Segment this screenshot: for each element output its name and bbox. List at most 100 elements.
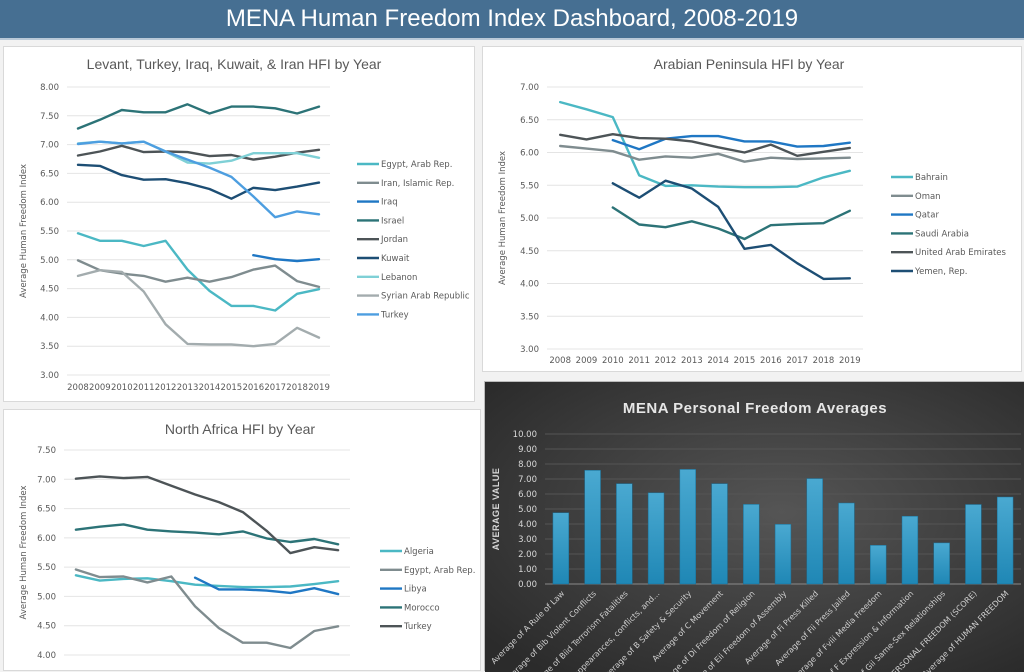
x-tick-label: 2019 bbox=[308, 383, 330, 393]
y-tick-label: 6.00 bbox=[37, 534, 56, 544]
levant-chart: Levant, Turkey, Iraq, Kuwait, & Iran HFI… bbox=[19, 56, 470, 393]
legend-label-lebanon: Lebanon bbox=[381, 273, 417, 283]
series-line-algeria bbox=[74, 574, 340, 589]
y-tick-label: 7.00 bbox=[40, 141, 59, 151]
y-tick-label: 3.00 bbox=[40, 371, 59, 381]
y-tick-label: 7.00 bbox=[518, 475, 537, 485]
y-tick-label: 6.00 bbox=[520, 149, 539, 159]
levant-chart-panel: Levant, Turkey, Iraq, Kuwait, & Iran HFI… bbox=[3, 46, 475, 402]
y-tick-label: 6.50 bbox=[520, 116, 539, 126]
x-tick-label: 2009 bbox=[89, 383, 111, 393]
x-tick-label: 2010 bbox=[602, 356, 624, 366]
chart-title: Levant, Turkey, Iraq, Kuwait, & Iran HFI… bbox=[87, 56, 382, 72]
y-tick-label: 5.50 bbox=[40, 227, 59, 237]
y-tick-label: 4.00 bbox=[520, 280, 539, 290]
y-tick-label: 4.00 bbox=[518, 520, 537, 530]
x-tick-label: 2011 bbox=[628, 356, 650, 366]
y-tick-label: 3.50 bbox=[520, 312, 539, 322]
y-axis-label: Average Human Freedom Index bbox=[19, 164, 29, 298]
series-line-qatar bbox=[611, 134, 851, 151]
y-tick-label: 4.50 bbox=[37, 622, 56, 632]
x-tick-label: 2018 bbox=[286, 383, 308, 393]
x-tick-label: 2018 bbox=[813, 356, 835, 366]
series-line-saudi-arabia bbox=[611, 206, 851, 241]
y-tick-label: 8.00 bbox=[518, 460, 537, 470]
y-tick-label: 10.00 bbox=[513, 430, 537, 440]
y-tick-label: 4.00 bbox=[37, 651, 56, 661]
legend-label-saudi-arabia: Saudi Arabia bbox=[915, 229, 969, 239]
series-line-turkey bbox=[76, 140, 321, 219]
x-tick-label: 2017 bbox=[264, 383, 286, 393]
legend-label-united-arab-emirates: United Arab Emirates bbox=[915, 248, 1007, 258]
x-tick-label: 2014 bbox=[199, 383, 221, 393]
chart-title: MENA Personal Freedom Averages bbox=[623, 400, 887, 417]
x-tick-label: 2013 bbox=[177, 383, 199, 393]
series-line-egypt-arab-rep bbox=[74, 568, 340, 650]
y-tick-label: 5.00 bbox=[40, 256, 59, 266]
x-tick-label: 2017 bbox=[786, 356, 808, 366]
y-tick-label: 3.00 bbox=[520, 345, 539, 355]
series-line-oman bbox=[559, 144, 851, 163]
x-tick-label: 2015 bbox=[221, 383, 243, 393]
y-tick-label: 6.50 bbox=[40, 169, 59, 179]
arabian-chart: Arabian Peninsula HFI by Year 3.00 3.50 4.0… bbox=[498, 56, 1007, 366]
x-tick-label: 2016 bbox=[760, 356, 782, 366]
y-tick-label: 5.00 bbox=[518, 505, 537, 515]
series-line-turkey bbox=[74, 475, 340, 555]
x-tick-label: 2010 bbox=[111, 383, 133, 393]
legend-label-oman: Oman bbox=[915, 192, 941, 202]
north-africa-chart-panel: North Africa HFI by Year 4.00 4.50 5.00 5.50… bbox=[3, 409, 481, 671]
bar bbox=[711, 483, 728, 585]
series-line-libya bbox=[193, 576, 340, 596]
x-tick-label: 2012 bbox=[655, 356, 677, 366]
y-tick-label: 7.00 bbox=[37, 475, 56, 485]
y-tick-label: 8.00 bbox=[40, 83, 59, 93]
bar bbox=[552, 512, 570, 585]
bar bbox=[806, 478, 823, 585]
bar bbox=[933, 542, 950, 585]
y-tick-label: 3.00 bbox=[518, 535, 537, 545]
x-tick-label: 2016 bbox=[242, 383, 264, 393]
bar bbox=[774, 524, 792, 585]
series-line-kuwait bbox=[76, 163, 321, 200]
series-line-israel bbox=[76, 103, 321, 130]
legend-label-bahrain: Bahrain bbox=[915, 173, 948, 183]
personal-freedom-chart: MENA Personal Freedom Averages 0.00 1.00 2.… bbox=[485, 382, 1024, 672]
y-tick-label: 1.00 bbox=[518, 565, 537, 575]
y-tick-label: 5.50 bbox=[520, 181, 539, 191]
legend-label-libya: Libya bbox=[404, 585, 427, 595]
legend-label-algeria: Algeria bbox=[404, 547, 434, 557]
y-axis-label: Average Human Freedom Index bbox=[498, 151, 508, 285]
series-line-bahrain bbox=[559, 100, 851, 189]
y-tick-label: 4.50 bbox=[40, 285, 59, 295]
legend-label-egypt-arab-rep: Egypt, Arab Rep. bbox=[381, 160, 452, 170]
chart-title: Arabian Peninsula HFI by Year bbox=[654, 56, 845, 72]
y-tick-label: 5.00 bbox=[37, 592, 56, 602]
bar bbox=[870, 545, 887, 585]
legend-label-qatar: Qatar bbox=[915, 211, 939, 221]
series-line-iran-islamic-rep bbox=[76, 259, 321, 289]
series-line-morocco bbox=[74, 523, 340, 546]
bar bbox=[996, 496, 1014, 585]
legend-label-turkey: Turkey bbox=[403, 622, 432, 632]
x-tick-label: 2009 bbox=[576, 356, 598, 366]
legend-label-jordan: Jordan bbox=[380, 235, 408, 245]
x-tick-label: 2008 bbox=[549, 356, 571, 366]
y-tick-label: 9.00 bbox=[518, 445, 537, 455]
dashboard-banner: MENA Human Freedom Index Dashboard, 2008… bbox=[0, 0, 1024, 40]
bar bbox=[616, 483, 633, 585]
y-axis-label: AVERAGE VALUE bbox=[491, 468, 501, 551]
y-tick-label: 7.00 bbox=[520, 83, 539, 93]
x-tick-label: 2019 bbox=[839, 356, 861, 366]
x-tick-label: 2013 bbox=[681, 356, 703, 366]
legend-label-iraq: Iraq bbox=[381, 198, 398, 208]
chart-title: North Africa HFI by Year bbox=[165, 421, 316, 437]
bar bbox=[965, 504, 982, 585]
y-axis-label: Average Human Freedom Index bbox=[19, 486, 29, 620]
series-line-united-arab-emirates bbox=[559, 133, 851, 157]
y-tick-label: 4.50 bbox=[520, 247, 539, 257]
series-line-syrian-arab-republic bbox=[76, 269, 321, 348]
y-tick-label: 5.00 bbox=[520, 214, 539, 224]
bar bbox=[679, 469, 696, 585]
y-tick-label: 3.50 bbox=[40, 342, 59, 352]
